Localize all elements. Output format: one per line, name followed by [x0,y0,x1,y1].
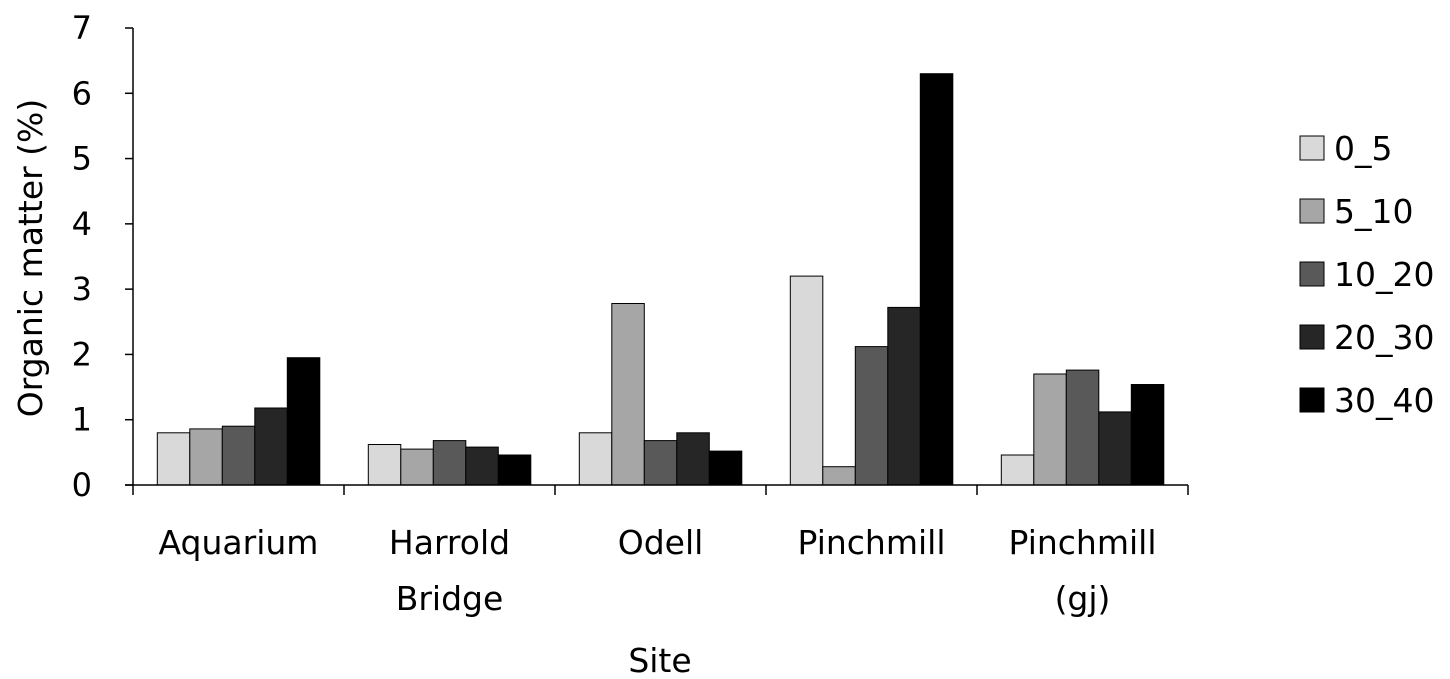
legend-swatch-20_30 [1299,324,1325,350]
legend-label-10_20: 10_20 [1334,255,1434,294]
x-category-label: Odell [618,523,704,562]
x-axis-title: Site [628,641,691,679]
bar-20_30-2 [676,432,710,486]
y-tick-label: 0 [72,466,92,504]
bar-20_30-3 [887,306,921,486]
bar-10_20-2 [643,440,678,486]
y-tick-label: 1 [72,401,92,439]
x-category-label: Harrold [389,523,510,562]
bar-20_30-0 [254,407,288,486]
legend-swatch-0_5 [1299,135,1325,161]
y-tick-label: 4 [72,205,92,243]
legend-label-30_40: 30_40 [1334,381,1434,420]
x-category-label: Bridge [396,579,504,618]
x-category-labels: Aquarium Harrold Bridge Odell Pinchmill Pinch… [159,523,1157,618]
legend-swatch-10_20 [1299,261,1325,287]
axes-layer [125,27,1189,495]
x-category-label: Pinchmill [1009,523,1157,562]
y-tick-label: 7 [72,9,92,47]
bar-5_10-2 [611,303,645,486]
y-tick-label: 3 [72,270,92,308]
bars-layer [156,73,1165,486]
bar-20_30-1 [465,446,499,486]
legend-label-5_10: 5_10 [1334,192,1414,231]
bar-10_20-3 [854,346,889,486]
legend-swatch-30_40 [1299,387,1325,413]
legend: 0_5 5_10 10_20 20_30 30_40 [1299,129,1434,420]
bar-0_5-0 [156,432,191,486]
bar-0_5-3 [789,275,824,486]
bar-30_40-4 [1130,384,1165,486]
bar-0_5-1 [367,444,402,486]
bar-5_10-1 [400,448,434,486]
bar-20_30-4 [1098,411,1132,486]
bar-10_20-1 [432,440,467,486]
bar-0_5-2 [578,432,613,486]
x-category-label: (gj) [1055,579,1111,618]
x-category-label: Aquarium [159,523,319,562]
bar-30_40-2 [708,450,743,486]
bar-0_5-4 [1000,454,1035,486]
legend-label-0_5: 0_5 [1334,129,1393,168]
bar-5_10-0 [189,428,223,486]
bar-30_40-1 [497,454,532,486]
y-tick-labels: 0 1 2 3 4 5 6 7 [72,9,92,504]
bar-5_10-3 [822,466,856,486]
y-tick-label: 5 [72,140,92,178]
y-tick-label: 6 [72,74,92,112]
y-axis-title: Organic matter (%) [11,99,50,418]
bar-30_40-0 [286,357,321,486]
x-category-label: Pinchmill [798,523,946,562]
bar-30_40-3 [919,73,954,486]
legend-swatch-5_10 [1299,198,1325,224]
y-tick-label: 2 [72,335,92,373]
bar-10_20-0 [221,425,256,486]
bar-5_10-4 [1033,373,1067,486]
legend-label-20_30: 20_30 [1334,318,1434,357]
bar-10_20-4 [1065,369,1100,486]
